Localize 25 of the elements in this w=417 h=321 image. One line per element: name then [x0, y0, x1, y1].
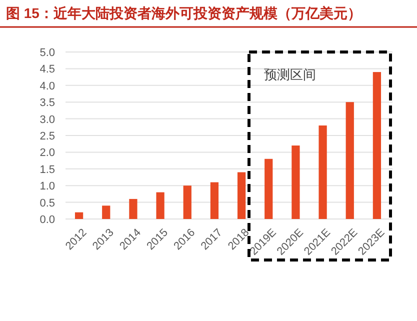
bar: [237, 172, 246, 219]
y-tick-label: 1.0: [40, 180, 55, 193]
bar: [210, 182, 219, 219]
annotation: 预测区间: [264, 67, 316, 82]
chart-title: 图 15：近年大陆投资者海外可投资资产规模（万亿美元）: [6, 5, 362, 21]
bar: [183, 186, 192, 219]
bar: [264, 158, 273, 219]
bar: [318, 125, 327, 219]
bar: [129, 198, 138, 219]
y-tick-label: 2.0: [40, 147, 55, 160]
bar: [372, 72, 382, 219]
y-tick-label: 4.0: [40, 80, 55, 92]
y-tick-label: 0.0: [40, 214, 55, 226]
y-tick-label: 4.5: [40, 64, 55, 76]
bar: [346, 102, 354, 219]
bar: [292, 146, 300, 219]
bar: [102, 206, 110, 219]
y-tick-label: 2.5: [40, 130, 55, 142]
y-tick-label: 3.0: [40, 114, 55, 126]
y-tick-label: 1.5: [40, 164, 55, 176]
bar: [156, 192, 164, 219]
y-tick-label: 5.0: [40, 47, 55, 59]
bar: [74, 212, 84, 219]
y-tick-label: 0.5: [40, 197, 55, 210]
y-tick-label: 3.5: [40, 97, 55, 110]
